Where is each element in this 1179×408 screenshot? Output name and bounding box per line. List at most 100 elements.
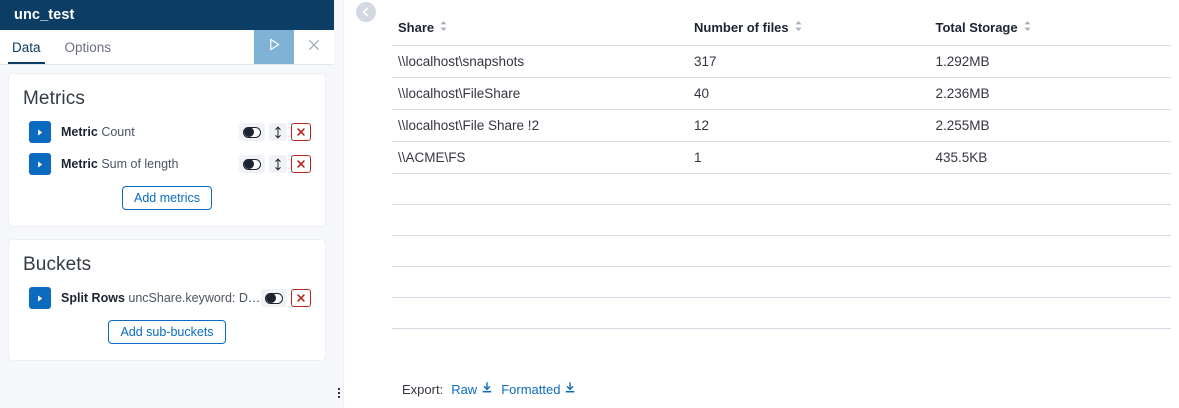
cell-share: \\localhost\snapshots bbox=[392, 45, 689, 78]
cell-share bbox=[392, 204, 689, 236]
editor-title-bar: unc_test bbox=[0, 0, 334, 30]
page-title: unc_test bbox=[14, 7, 75, 23]
table-row[interactable]: \\localhost\snapshots 317 1.292MB bbox=[392, 45, 1171, 78]
cell-total-storage bbox=[929, 173, 1171, 205]
table-header-row: Share Number of files bbox=[392, 14, 1171, 46]
column-header-number-of-files[interactable]: Number of files bbox=[688, 14, 930, 46]
export-label: Export: bbox=[402, 381, 444, 397]
add-metrics-button[interactable]: Add metrics bbox=[122, 186, 212, 210]
metric-row-controls bbox=[239, 123, 311, 141]
metric-row[interactable]: Metric Sum of length bbox=[23, 152, 311, 176]
metric-row-controls bbox=[239, 155, 311, 173]
column-header-share-label: Share bbox=[398, 20, 435, 35]
tab-data[interactable]: Data bbox=[0, 30, 53, 64]
run-query-button[interactable] bbox=[254, 30, 294, 64]
cell-total-storage: 1.292MB bbox=[929, 45, 1171, 78]
cell-total-storage bbox=[929, 235, 1171, 267]
table-body: \\localhost\snapshots 317 1.292MB \\loca… bbox=[392, 45, 1171, 329]
cell-number-of-files bbox=[688, 235, 930, 267]
tab-data-label: Data bbox=[12, 39, 41, 55]
export-raw-label: Raw bbox=[451, 381, 478, 397]
toggle-on-icon[interactable] bbox=[239, 155, 265, 173]
add-sub-buckets-button[interactable]: Add sub-buckets bbox=[108, 320, 226, 344]
cell-total-storage: 435.5KB bbox=[929, 141, 1171, 174]
cell-share bbox=[392, 297, 689, 329]
drag-handle-icon bbox=[337, 388, 340, 400]
metrics-panel: Metrics Metric Count bbox=[8, 73, 326, 227]
table-row-empty bbox=[392, 297, 1171, 329]
chevron-left-circle-icon[interactable] bbox=[356, 2, 376, 22]
toggle-on-icon[interactable] bbox=[261, 289, 287, 307]
cell-number-of-files bbox=[688, 173, 930, 205]
table-row-empty bbox=[392, 266, 1171, 298]
column-header-total-storage[interactable]: Total Storage bbox=[929, 14, 1171, 46]
cell-total-storage bbox=[929, 204, 1171, 236]
column-header-number-of-files-label: Number of files bbox=[694, 20, 789, 35]
metric-row-type: Metric bbox=[61, 157, 98, 171]
move-vertical-icon[interactable] bbox=[269, 155, 287, 173]
move-vertical-icon[interactable] bbox=[269, 123, 287, 141]
bucket-row[interactable]: Split Rows uncShare.keyword: De... bbox=[23, 286, 311, 310]
play-icon bbox=[267, 37, 282, 57]
table-row-empty bbox=[392, 204, 1171, 236]
sort-updown-icon[interactable] bbox=[1023, 20, 1032, 35]
export-raw-link[interactable]: Raw bbox=[451, 382, 493, 397]
metric-row-value: Count bbox=[101, 125, 135, 139]
cell-number-of-files: 40 bbox=[688, 77, 930, 110]
data-table: Share Number of files bbox=[392, 14, 1171, 329]
close-icon bbox=[307, 37, 321, 57]
bucket-row-controls bbox=[261, 289, 311, 307]
sort-updown-icon[interactable] bbox=[439, 20, 448, 35]
cell-share: \\localhost\File Share !2 bbox=[392, 109, 689, 142]
visualization-panel: Share Number of files bbox=[344, 0, 1179, 408]
visualization-editor-panel: unc_test Data Options bbox=[0, 0, 334, 408]
expand-caret-icon[interactable] bbox=[29, 287, 51, 309]
column-header-share[interactable]: Share bbox=[392, 14, 689, 46]
toggle-on-icon[interactable] bbox=[239, 123, 265, 141]
metric-row-type: Metric bbox=[61, 125, 98, 139]
cell-number-of-files bbox=[688, 204, 930, 236]
export-bar: Export: Raw Formatted bbox=[354, 370, 1171, 408]
buckets-panel: Buckets Split Rows uncShare.keyword: De.… bbox=[8, 239, 326, 361]
expand-caret-icon[interactable] bbox=[29, 153, 51, 175]
cell-number-of-files bbox=[688, 266, 930, 298]
cell-total-storage: 2.255MB bbox=[929, 109, 1171, 142]
cell-share bbox=[392, 173, 689, 205]
cell-total-storage bbox=[929, 297, 1171, 329]
download-icon bbox=[481, 381, 493, 397]
cell-share: \\ACME\FS bbox=[392, 141, 689, 174]
cell-share bbox=[392, 266, 689, 298]
delete-metric-button[interactable] bbox=[291, 123, 311, 141]
cell-number-of-files: 1 bbox=[688, 141, 930, 174]
column-header-total-storage-label: Total Storage bbox=[935, 20, 1018, 35]
metric-row-value: Sum of length bbox=[101, 157, 179, 171]
sort-updown-icon[interactable] bbox=[794, 20, 803, 35]
table-row-empty bbox=[392, 235, 1171, 267]
metric-row[interactable]: Metric Count bbox=[23, 120, 311, 144]
cell-number-of-files: 317 bbox=[688, 45, 930, 78]
cell-number-of-files: 12 bbox=[688, 109, 930, 142]
expand-caret-icon[interactable] bbox=[29, 121, 51, 143]
export-formatted-link[interactable]: Formatted bbox=[501, 382, 576, 397]
tab-options-label: Options bbox=[64, 39, 112, 55]
bucket-row-value: uncShare.keyword: De... bbox=[128, 291, 261, 305]
table-row[interactable]: \\localhost\FileShare 40 2.236MB bbox=[392, 77, 1171, 110]
metric-row-label: Metric Sum of length bbox=[61, 157, 178, 171]
cell-share bbox=[392, 235, 689, 267]
close-editor-button[interactable] bbox=[294, 30, 334, 64]
bucket-row-type: Split Rows bbox=[61, 291, 125, 305]
cell-total-storage bbox=[929, 266, 1171, 298]
table-row[interactable]: \\ACME\FS 1 435.5KB bbox=[392, 141, 1171, 174]
panel-resizer[interactable] bbox=[334, 0, 344, 408]
buckets-panel-title: Buckets bbox=[23, 254, 92, 275]
cell-share: \\localhost\FileShare bbox=[392, 77, 689, 110]
table-head: Share Number of files bbox=[392, 14, 1171, 46]
delete-bucket-button[interactable] bbox=[291, 289, 311, 307]
table-row[interactable]: \\localhost\File Share !2 12 2.255MB bbox=[392, 109, 1171, 142]
delete-metric-button[interactable] bbox=[291, 155, 311, 173]
editor-tabs: Data Options bbox=[0, 30, 334, 65]
tab-options[interactable]: Options bbox=[53, 30, 124, 64]
download-icon bbox=[564, 381, 576, 397]
cell-total-storage: 2.236MB bbox=[929, 77, 1171, 110]
